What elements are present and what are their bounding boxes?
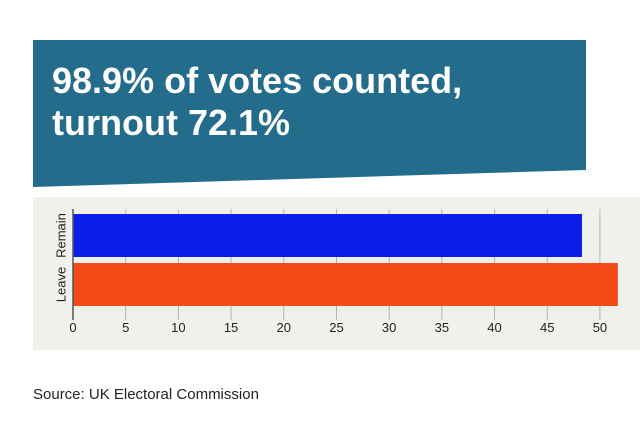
x-tick-label: 15 <box>224 320 238 335</box>
category-labels: Remain Leave <box>53 213 68 302</box>
banner-shape <box>33 40 586 187</box>
x-tick-label: 35 <box>435 320 449 335</box>
x-tick-label: 50 <box>593 320 607 335</box>
tick-labels: 0 5 10 15 20 25 30 35 40 45 50 <box>69 320 607 335</box>
x-tick-label: 40 <box>487 320 501 335</box>
headline: 98.9% of votes counted, turnout 72.1% <box>52 60 463 143</box>
category-label-leave: Leave <box>53 267 68 302</box>
x-tick-label: 45 <box>540 320 554 335</box>
bar-remain <box>73 214 583 257</box>
x-tick-label: 25 <box>329 320 343 335</box>
x-tick-label: 30 <box>382 320 396 335</box>
x-tick-label: 20 <box>277 320 291 335</box>
source-note: Source: UK Electoral Commission <box>33 386 259 403</box>
category-label-remain: Remain <box>53 213 68 258</box>
bars <box>73 214 618 306</box>
x-tick-label: 10 <box>171 320 185 335</box>
bar-leave <box>73 263 618 306</box>
bar-chart: Remain Leave 0 5 10 15 20 25 30 35 40 45 50 <box>33 197 640 350</box>
headline-banner <box>33 40 586 187</box>
x-tick-label: 0 <box>69 320 76 335</box>
x-tick-label: 5 <box>122 320 129 335</box>
